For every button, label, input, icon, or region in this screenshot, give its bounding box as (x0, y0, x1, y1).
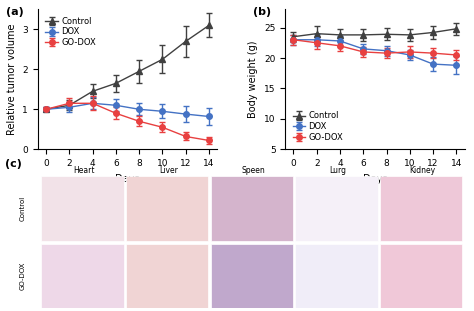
Text: Heart: Heart (73, 166, 94, 175)
FancyBboxPatch shape (380, 176, 462, 241)
X-axis label: Days: Days (363, 174, 387, 183)
FancyBboxPatch shape (210, 244, 293, 308)
Text: Speen: Speen (241, 166, 265, 175)
Text: (b): (b) (253, 7, 271, 16)
X-axis label: Days: Days (115, 174, 140, 183)
FancyBboxPatch shape (126, 244, 209, 308)
Y-axis label: Relative tumor volume: Relative tumor volume (7, 24, 17, 135)
Text: Kidney: Kidney (409, 166, 435, 175)
Legend: Control, DOX, GO-DOX: Control, DOX, GO-DOX (42, 13, 100, 50)
FancyBboxPatch shape (380, 244, 462, 308)
Text: Lurg: Lurg (329, 166, 346, 175)
FancyBboxPatch shape (295, 176, 378, 241)
Text: (a): (a) (6, 7, 23, 16)
FancyBboxPatch shape (295, 244, 378, 308)
FancyBboxPatch shape (126, 176, 209, 241)
Text: Control: Control (19, 196, 25, 221)
FancyBboxPatch shape (41, 176, 124, 241)
Text: GO-DOX: GO-DOX (19, 262, 25, 290)
FancyBboxPatch shape (210, 176, 293, 241)
FancyBboxPatch shape (41, 244, 124, 308)
Text: Liver: Liver (159, 166, 178, 175)
Text: (c): (c) (5, 159, 22, 169)
Y-axis label: Body weight (g): Body weight (g) (248, 40, 258, 118)
Legend: Control, DOX, GO-DOX: Control, DOX, GO-DOX (290, 108, 346, 145)
